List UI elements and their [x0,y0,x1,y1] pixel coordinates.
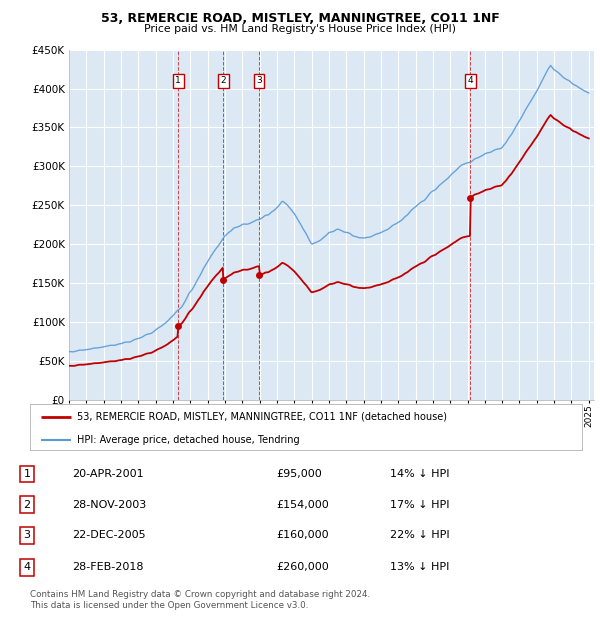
Text: 2: 2 [23,500,31,510]
Text: 17% ↓ HPI: 17% ↓ HPI [390,500,449,510]
Text: HPI: Average price, detached house, Tendring: HPI: Average price, detached house, Tend… [77,435,299,445]
Text: 28-FEB-2018: 28-FEB-2018 [72,562,143,572]
Text: 53, REMERCIE ROAD, MISTLEY, MANNINGTREE, CO11 1NF: 53, REMERCIE ROAD, MISTLEY, MANNINGTREE,… [101,12,499,25]
Text: £160,000: £160,000 [276,530,329,540]
Text: 14% ↓ HPI: 14% ↓ HPI [390,469,449,479]
Text: £95,000: £95,000 [276,469,322,479]
Text: Contains HM Land Registry data © Crown copyright and database right 2024.
This d: Contains HM Land Registry data © Crown c… [30,590,370,609]
Text: 22-DEC-2005: 22-DEC-2005 [72,530,146,540]
Text: £154,000: £154,000 [276,500,329,510]
Text: 13% ↓ HPI: 13% ↓ HPI [390,562,449,572]
Text: 4: 4 [23,562,31,572]
Text: 4: 4 [467,76,473,85]
Text: 1: 1 [175,76,181,85]
Text: 53, REMERCIE ROAD, MISTLEY, MANNINGTREE, CO11 1NF (detached house): 53, REMERCIE ROAD, MISTLEY, MANNINGTREE,… [77,412,447,422]
Text: £260,000: £260,000 [276,562,329,572]
Text: 28-NOV-2003: 28-NOV-2003 [72,500,146,510]
Text: 1: 1 [23,469,31,479]
Text: 3: 3 [256,76,262,85]
Text: 2: 2 [221,76,226,85]
Text: 3: 3 [23,530,31,540]
Text: 20-APR-2001: 20-APR-2001 [72,469,143,479]
Text: Price paid vs. HM Land Registry's House Price Index (HPI): Price paid vs. HM Land Registry's House … [144,24,456,33]
Text: 22% ↓ HPI: 22% ↓ HPI [390,530,449,540]
